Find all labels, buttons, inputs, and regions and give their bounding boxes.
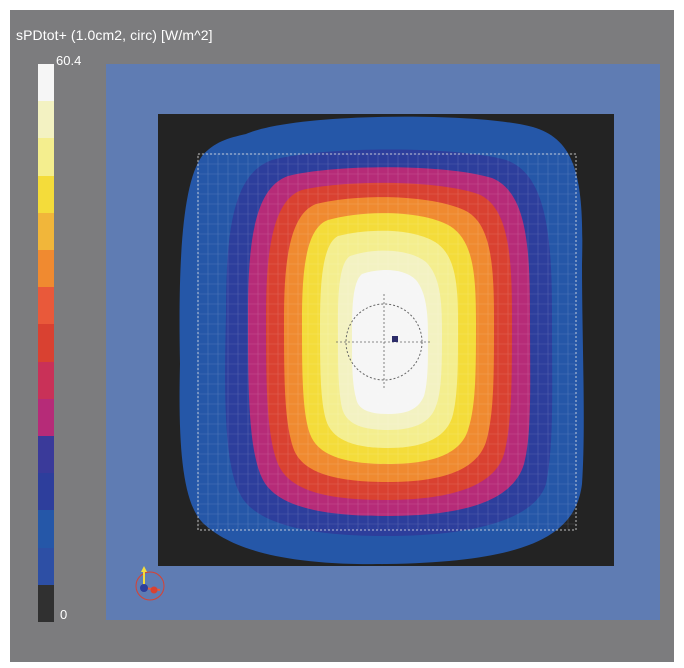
colorbar-segment [38,398,54,437]
colorbar-segment [38,361,54,400]
colorbar-segment [38,287,54,325]
scan-boundary [197,153,577,531]
colorbar-segment [38,324,54,363]
peak-marker [392,336,398,342]
colorbar-segment [38,212,54,251]
colorbar-title: sPDtot+ (1.0cm2, circ) [W/m^2] [16,27,213,43]
xyz-axis-triad-icon [135,566,165,601]
colorbar-max-label: 60.4 [56,53,82,68]
field-plot[interactable] [106,64,660,620]
colorbar-segment [38,101,54,139]
colorbar-segment [38,584,54,623]
colorbar-segment [38,436,54,474]
colorbar-segment [38,138,54,177]
colorbar [38,64,54,623]
colorbar-segment [38,510,54,549]
colorbar-segment [38,64,54,102]
colorbar-min-label: 0 [60,607,68,622]
colorbar-segment [38,175,54,214]
colorbar-segment [38,473,54,511]
colorbar-segment [38,250,54,288]
colorbar-segment [38,547,54,586]
